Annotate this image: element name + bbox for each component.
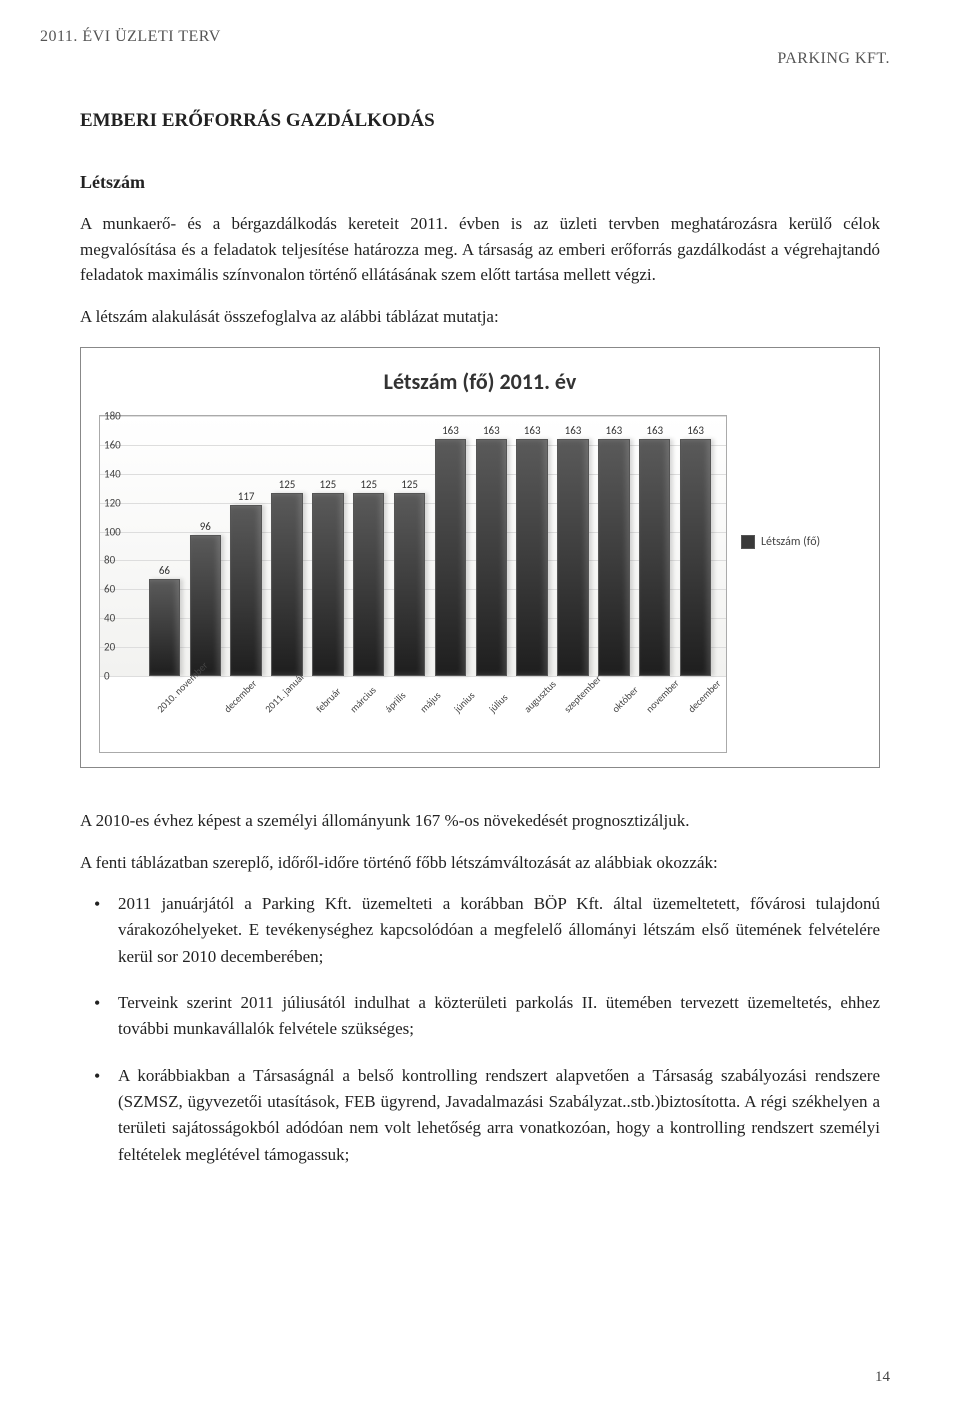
chart-bar-value-label: 163 — [687, 424, 704, 437]
chart-bar — [476, 439, 507, 676]
chart-bar-value-label: 96 — [200, 520, 211, 533]
chart-bar-column: 163 — [634, 416, 675, 676]
chart-bar-column: 125 — [389, 416, 430, 676]
chart-y-tick: 100 — [104, 525, 121, 538]
chart-bar — [353, 493, 384, 676]
chart-plot: 0204060801001201401601806696117125125125… — [100, 416, 726, 676]
chart-y-tick: 120 — [104, 496, 121, 509]
bullet-list: 2011 januárjától a Parking Kft. üzemelte… — [80, 891, 880, 1168]
chart-bar-column: 117 — [226, 416, 267, 676]
paragraph-3: A 2010-es évhez képest a személyi állomá… — [80, 808, 880, 834]
chart-bar-value-label: 163 — [524, 424, 541, 437]
chart-container: Létszám (fő) 2011. év 0 20 40 60 80 100 120 140… — [80, 347, 880, 768]
paragraph-2: A létszám alakulását összefoglalva az al… — [80, 304, 880, 330]
chart-bar-column: 163 — [593, 416, 634, 676]
chart-bar-column: 125 — [307, 416, 348, 676]
bullet-item: Terveink szerint 2011 júliusától indulha… — [80, 990, 880, 1043]
chart-bar-column: 125 — [267, 416, 308, 676]
chart-y-tick: 40 — [104, 612, 115, 625]
chart-bar-column: 125 — [348, 416, 389, 676]
chart-bar-column: 163 — [675, 416, 716, 676]
chart-bar-value-label: 163 — [442, 424, 459, 437]
chart-bar-value-label: 125 — [279, 478, 296, 491]
chart-bar-value-label: 66 — [159, 564, 170, 577]
chart-bar — [598, 439, 629, 676]
chart-bar-value-label: 125 — [360, 478, 377, 491]
chart-bar-value-label: 163 — [483, 424, 500, 437]
chart-bars: 66 96 117 125 125 125 125 163 163 163 163 163 163 163 — [144, 416, 716, 676]
header-left: 2011. ÉVI ÜZLETI TERV — [40, 28, 221, 46]
chart-bar-column: 163 — [512, 416, 553, 676]
chart-y-tick: 0 — [104, 670, 110, 683]
legend-swatch — [741, 535, 755, 549]
chart-bar-column: 163 — [471, 416, 512, 676]
bullet-item: 2011 januárjától a Parking Kft. üzemelte… — [80, 891, 880, 970]
subheading: Létszám — [80, 172, 880, 193]
chart-legend: Létszám (fő) — [727, 415, 861, 549]
chart-bar — [680, 439, 711, 676]
chart-bar — [557, 439, 588, 676]
document-page: 2011. ÉVI ÜZLETI TERV PARKING KFT. EMBER… — [0, 0, 960, 1414]
chart-bar — [639, 439, 670, 676]
chart-bar-value-label: 163 — [646, 424, 663, 437]
page-number: 14 — [875, 1369, 890, 1386]
chart-bar — [312, 493, 343, 676]
section-title: EMBERI ERŐFORRÁS GAZDÁLKODÁS — [80, 110, 880, 132]
legend-label: Létszám (fő) — [761, 535, 820, 549]
chart-bar-value-label: 163 — [606, 424, 623, 437]
chart-bar — [149, 579, 180, 676]
chart-bar-value-label: 117 — [238, 490, 255, 503]
chart-bar-column: 163 — [553, 416, 594, 676]
chart-plot-wrap: 0204060801001201401601806696117125125125… — [99, 415, 727, 753]
chart-bar — [230, 505, 261, 676]
chart-y-tick: 180 — [104, 410, 121, 423]
chart-bar-value-label: 163 — [565, 424, 582, 437]
chart-y-tick: 140 — [104, 467, 121, 480]
chart-bar — [271, 493, 302, 676]
chart-bar-value-label: 125 — [401, 478, 418, 491]
chart-x-axis: 2010. novemberdecember2011. januárfebruá… — [144, 676, 716, 752]
chart-bar — [394, 493, 425, 676]
chart-bar-value-label: 125 — [320, 478, 337, 491]
chart-y-tick: 20 — [104, 641, 115, 654]
chart-y-tick: 160 — [104, 438, 121, 451]
chart-bar-column: 96 — [185, 416, 226, 676]
chart-bar — [190, 535, 221, 676]
paragraph-4: A fenti táblázatban szereplő, időről-idő… — [80, 850, 880, 876]
chart-bar-column: 66 — [144, 416, 185, 676]
chart-bar — [435, 439, 466, 676]
chart-y-tick: 60 — [104, 583, 115, 596]
chart-title: Létszám (fő) 2011. év — [99, 368, 861, 395]
paragraph-1: A munkaerő- és a bérgazdálkodás kereteit… — [80, 211, 880, 288]
header-right: PARKING KFT. — [777, 50, 890, 68]
chart-bar — [516, 439, 547, 676]
chart-y-tick: 80 — [104, 554, 115, 567]
chart-area: 0204060801001201401601806696117125125125… — [99, 415, 861, 753]
bullet-item: A korábbiakban a Társaságnál a belső kon… — [80, 1063, 880, 1168]
chart-bar-column: 163 — [430, 416, 471, 676]
